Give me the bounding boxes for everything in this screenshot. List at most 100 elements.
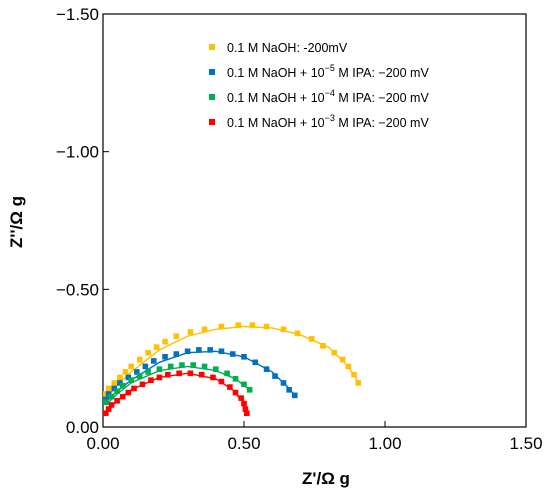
data-point-series-1 — [249, 322, 256, 328]
data-point-series-2 — [263, 366, 270, 372]
data-point-series-1 — [235, 322, 242, 328]
data-point-series-1 — [117, 374, 123, 381]
legend-superscript: −5 — [325, 63, 335, 73]
data-point-series-3 — [108, 393, 115, 400]
data-point-series-2 — [196, 347, 202, 353]
data-point-series-2 — [218, 348, 225, 355]
data-point-series-2 — [150, 358, 157, 364]
legend-entry-series-2: 0.1 M NaOH + 10−5 M IPA: −200 mV — [227, 63, 429, 80]
legend-superscript: −4 — [325, 88, 335, 98]
data-point-series-1 — [263, 323, 270, 330]
data-point-series-2 — [134, 369, 140, 375]
data-point-series-4 — [108, 402, 115, 408]
data-point-series-4 — [241, 400, 247, 407]
data-point-series-4 — [227, 384, 233, 390]
data-point-series-3 — [145, 369, 151, 375]
data-point-series-1 — [355, 380, 362, 386]
data-point-series-4 — [187, 370, 194, 377]
data-point-series-2 — [272, 373, 278, 379]
data-point-series-2 — [252, 359, 259, 366]
data-point-series-1 — [105, 385, 112, 392]
data-point-series-1 — [218, 323, 225, 330]
data-point-series-3 — [179, 362, 185, 368]
data-point-series-4 — [105, 406, 112, 412]
legend-marker-series-4 — [209, 119, 215, 125]
data-point-series-1 — [201, 326, 208, 333]
legend-text-part: M IPA: −200 mV — [335, 116, 430, 130]
data-point-series-2 — [111, 385, 118, 392]
data-point-series-1 — [162, 338, 168, 345]
data-point-series-2 — [142, 363, 149, 370]
legend-marker-series-3 — [209, 94, 215, 100]
data-point-series-4 — [125, 389, 132, 396]
data-point-series-2 — [286, 387, 292, 393]
data-point-series-1 — [331, 349, 338, 356]
data-point-series-4 — [103, 410, 109, 417]
data-point-series-3 — [224, 370, 230, 377]
data-point-series-3 — [103, 399, 109, 406]
data-point-series-3 — [232, 376, 239, 382]
legend-superscript: −3 — [325, 113, 335, 123]
x-tick-label: 0.00 — [86, 434, 119, 453]
legend-text-part: M IPA: −200 mV — [335, 91, 430, 105]
y-tick-label: −1.50 — [56, 5, 99, 24]
data-point-series-1 — [294, 330, 301, 337]
axes — [102, 13, 527, 428]
legend-text-part: M IPA: −200 mV — [335, 66, 430, 80]
data-point-series-4 — [232, 389, 239, 396]
tick-labels: 0.00 0.50 1.00 1.50 0.00 −0.50 −1.00 −1.50 — [56, 5, 543, 453]
y-tick-label: −0.50 — [56, 280, 99, 299]
data-point-series-1 — [280, 326, 287, 333]
data-point-series-4 — [242, 406, 249, 412]
data-point-series-2 — [207, 347, 213, 353]
data-point-series-3 — [156, 366, 163, 372]
data-point-series-1 — [122, 369, 129, 375]
y-tick-label: −1.00 — [56, 143, 99, 162]
x-tick-label: 1.00 — [368, 434, 401, 453]
legend-text-part: 0.1 M NaOH: -200mV — [227, 41, 348, 55]
data-point-series-3 — [119, 382, 126, 389]
data-point-series-1 — [351, 371, 357, 378]
data-point-series-2 — [117, 380, 123, 386]
y-axis-label: Z''/Ω g — [7, 196, 26, 248]
data-point-series-3 — [201, 363, 208, 370]
data-point-series-1 — [308, 336, 315, 342]
legend-text-part: 0.1 M NaOH + 10 — [227, 66, 325, 80]
data-point-series-2 — [105, 391, 112, 397]
data-points — [103, 322, 362, 417]
data-point-series-4 — [114, 398, 120, 404]
data-point-series-1 — [111, 380, 118, 386]
legend-marker-series-1 — [209, 44, 215, 50]
data-point-series-4 — [176, 370, 182, 377]
data-point-series-3 — [246, 387, 253, 393]
data-point-series-2 — [173, 351, 180, 357]
data-point-series-2 — [125, 374, 132, 381]
plot-frame — [102, 13, 527, 428]
data-point-series-1 — [173, 333, 180, 339]
data-point-series-2 — [162, 353, 168, 360]
legend-text-part: 0.1 M NaOH + 10 — [227, 91, 325, 105]
fit-curves — [105, 325, 361, 414]
data-point-series-2 — [229, 351, 236, 357]
data-point-series-3 — [167, 363, 174, 370]
data-point-series-4 — [198, 371, 205, 378]
data-point-series-2 — [241, 353, 247, 360]
data-point-series-4 — [119, 393, 126, 400]
data-point-series-1 — [103, 391, 109, 397]
data-point-series-4 — [210, 374, 216, 381]
data-point-series-4 — [148, 377, 154, 383]
x-tick-label: 1.50 — [509, 434, 542, 453]
data-point-series-3 — [241, 381, 247, 388]
data-point-series-1 — [345, 363, 352, 370]
data-point-series-3 — [190, 362, 197, 368]
data-point-series-3 — [114, 388, 120, 395]
y-tick-label: 0.00 — [66, 418, 99, 437]
legend-marker-series-2 — [209, 69, 215, 75]
legend-entry-series-3: 0.1 M NaOH + 10−4 M IPA: −200 mV — [227, 88, 429, 105]
data-point-series-4 — [244, 410, 250, 417]
data-point-series-4 — [131, 385, 137, 392]
data-point-series-1 — [128, 363, 134, 370]
data-point-series-1 — [320, 342, 326, 349]
